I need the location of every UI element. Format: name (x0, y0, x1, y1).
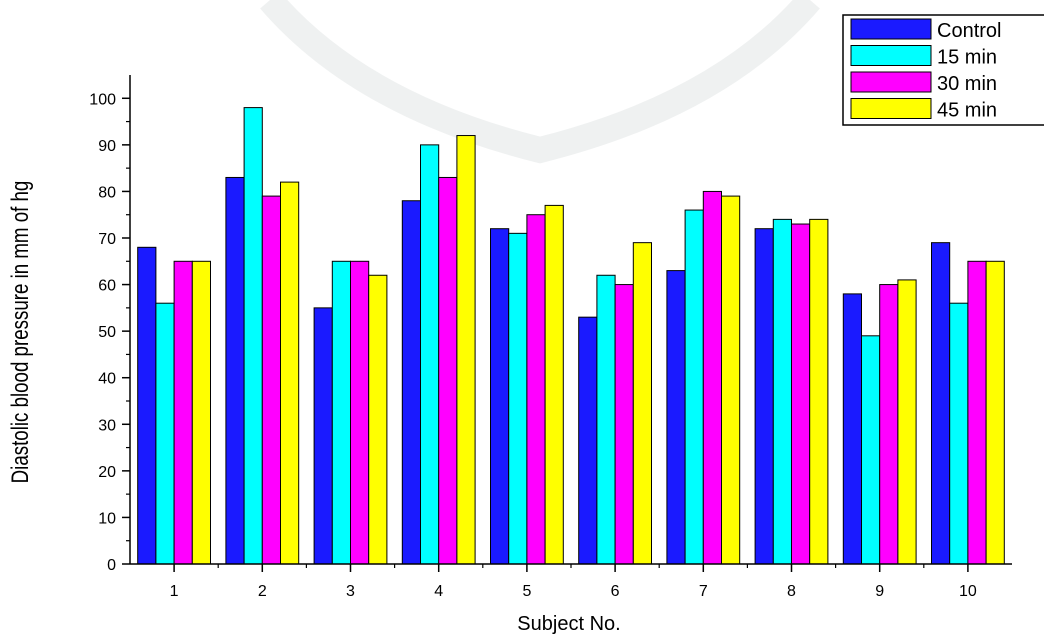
bar-30-min-subject-5 (526, 214, 546, 565)
bar-control-subject-5 (490, 228, 510, 565)
bar-15-min-subject-5 (508, 232, 528, 565)
bar-15-min-subject-8 (772, 218, 792, 565)
bar-control-subject-6 (578, 316, 598, 565)
bar-45-min-subject-3 (368, 274, 388, 565)
bar-15-min-subject-10 (949, 302, 969, 565)
legend-label: 15 min (937, 47, 997, 69)
bar-15-min-subject-6 (596, 274, 616, 565)
bar-control-subject-3 (313, 307, 333, 565)
bar-control-subject-8 (754, 228, 774, 565)
bar-control-subject-4 (401, 200, 421, 565)
bar-45-min-subject-4 (456, 135, 476, 565)
bar-30-min-subject-2 (261, 195, 281, 565)
y-tick-label: 10 (98, 510, 116, 527)
legend: Control 15 min 30 min 45 min (842, 14, 1044, 126)
legend-label: 30 min (937, 73, 997, 95)
bar-15-min-subject-7 (684, 209, 704, 565)
bar-15-min-subject-4 (420, 144, 440, 565)
bar-control-subject-2 (225, 176, 245, 565)
legend-swatch (850, 71, 932, 93)
x-axis-title: Subject No. (517, 613, 620, 635)
x-tick-label: 7 (699, 583, 708, 600)
x-tick-label: 1 (170, 583, 179, 600)
bar-45-min-subject-1 (191, 260, 212, 565)
y-tick-label: 100 (89, 91, 116, 108)
x-tick-label: 9 (875, 583, 884, 600)
bar-15-min-subject-2 (243, 107, 263, 565)
bar-45-min-subject-6 (632, 242, 652, 565)
y-tick-label: 20 (98, 464, 116, 481)
watermark-logo (260, 0, 820, 164)
legend-label: 45 min (937, 100, 997, 122)
legend-swatch (850, 45, 932, 66)
y-tick-label: 80 (98, 184, 116, 201)
y-tick-label: 40 (98, 371, 116, 388)
x-tick-label: 6 (611, 583, 620, 600)
legend-swatch (850, 18, 932, 40)
x-tick-label: 4 (434, 583, 443, 600)
bar-30-min-subject-7 (702, 190, 722, 565)
y-axis-title: Diastolic blood pressure in mm of hg (7, 181, 34, 484)
legend-label: Control (937, 20, 1001, 42)
bar-45-min-subject-8 (809, 218, 829, 565)
bar-45-min-subject-2 (280, 181, 300, 565)
y-tick-label: 50 (98, 324, 116, 341)
y-tick-label: 30 (98, 417, 116, 434)
bar-45-min-subject-10 (985, 260, 1005, 565)
bar-15-min-subject-3 (331, 260, 351, 565)
x-tick-label: 3 (346, 583, 355, 600)
bar-30-min-subject-8 (791, 223, 811, 565)
axes-layer: 0 10 20 30 40 50 60 70 80 90 100 1 2 3 4 5 6 7 8 9 10 (89, 75, 1012, 600)
y-tick-label: 90 (98, 138, 116, 155)
bar-15-min-subject-9 (861, 335, 881, 565)
bar-30-min-subject-1 (173, 260, 193, 565)
bar-45-min-subject-5 (544, 204, 564, 565)
bar-30-min-subject-9 (879, 284, 899, 565)
bar-30-min-subject-3 (350, 260, 370, 565)
x-tick-label: 5 (522, 583, 531, 600)
bar-control-subject-10 (931, 242, 951, 565)
legend-swatch (850, 98, 932, 119)
bar-45-min-subject-9 (897, 279, 917, 565)
x-tick-label: 2 (258, 583, 267, 600)
y-tick-label: 70 (98, 231, 116, 248)
x-tick-label: 10 (959, 583, 977, 600)
bar-15-min-subject-1 (155, 302, 175, 565)
y-tick-label: 60 (98, 278, 116, 295)
bar-30-min-subject-10 (967, 260, 987, 565)
x-tick-label: 8 (787, 583, 796, 600)
bar-control-subject-1 (137, 246, 157, 565)
bar-45-min-subject-7 (721, 195, 741, 565)
bar-control-subject-9 (842, 293, 862, 565)
y-tick-label: 0 (107, 557, 116, 574)
bars-layer (137, 107, 1005, 565)
bar-control-subject-7 (666, 270, 686, 565)
bar-30-min-subject-4 (438, 176, 458, 565)
bar-30-min-subject-6 (614, 284, 634, 565)
